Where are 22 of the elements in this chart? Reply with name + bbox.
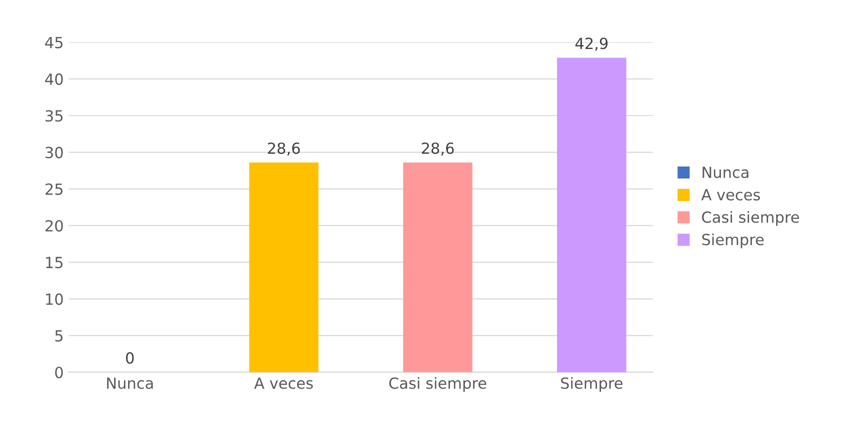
y-tick-label: 5 — [55, 330, 63, 342]
data-label: 0 — [126, 352, 134, 364]
data-label: 28,6 — [422, 142, 454, 156]
x-tick-label: Siempre — [561, 377, 622, 392]
x-tick-label: A veces — [254, 378, 313, 389]
data-label: 28,6 — [268, 142, 300, 156]
y-tick-label: 40 — [45, 73, 63, 85]
legend-label: Siempre — [702, 234, 764, 248]
y-tick-label: 15 — [46, 256, 63, 268]
y-tick-label: 20 — [46, 220, 63, 232]
legend-label: Nunca — [702, 166, 748, 178]
y-tick-label: 25 — [46, 183, 63, 195]
y-tick-label: 10 — [46, 293, 63, 305]
y-tick-label: 35 — [46, 110, 63, 122]
legend-label: Casi siempre — [702, 211, 799, 226]
data-label: 42,9 — [575, 38, 608, 51]
y-tick-label: 30 — [46, 146, 63, 158]
y-tick-label: 0 — [55, 366, 63, 378]
y-tick-label: 45 — [45, 36, 63, 48]
legend-label: A veces — [701, 189, 760, 200]
x-tick-label: Casi siempre — [389, 377, 486, 392]
x-tick-label: Nunca — [107, 378, 153, 389]
